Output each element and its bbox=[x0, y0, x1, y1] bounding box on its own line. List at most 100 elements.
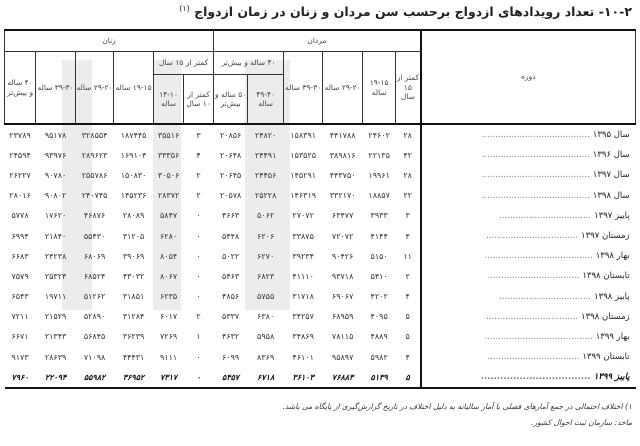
value-cell: ۲۴۴۵۶ bbox=[254, 170, 277, 180]
leader-dots: ........................................ bbox=[481, 170, 591, 181]
leader-dots: .................................. bbox=[486, 311, 579, 322]
period-cell: سال ۱۳۹۷................................… bbox=[419, 165, 636, 186]
value-cell: ۰ bbox=[196, 352, 201, 362]
value-cell: ۸۰۵۴ bbox=[159, 251, 178, 261]
header-men-30-39: ۳۹-۳۰ ساله bbox=[283, 51, 324, 125]
source-note: ماخذ: سازمان ثبت احوال کشور. bbox=[531, 418, 632, 427]
table-row: بهار ۱۳۹۸...............................… bbox=[5, 246, 636, 267]
value-cell: ۲۴۴۹۱ bbox=[254, 150, 277, 160]
period-cell: تابستان ۱۳۹۹............................… bbox=[419, 347, 636, 368]
value-cell: ۲۸۶۳۹ bbox=[44, 352, 67, 362]
value-cell: ۵۴۵۷ bbox=[222, 372, 240, 382]
value-cell: ۵۱۳۹ bbox=[370, 372, 388, 382]
header-women: زنان bbox=[3, 29, 215, 52]
value-cell: ۰ bbox=[196, 211, 201, 221]
period-cell: پاییز ۱۳۹۷..............................… bbox=[419, 205, 636, 226]
header-men-20-29: ۲۹-۲۰ ساله bbox=[322, 51, 364, 125]
table-row: تابستان ۱۳۹۸............................… bbox=[5, 266, 636, 287]
value-cell: ۲۷۰۷۲ bbox=[292, 211, 314, 221]
table-row: سال ۱۳۹۸................................… bbox=[5, 185, 636, 206]
period-label: پاییز ۱۳۹۷ bbox=[594, 210, 630, 221]
value-cell: ۷۲۶۹ bbox=[159, 332, 178, 342]
value-cell: ۷۲۱۱ bbox=[11, 312, 29, 322]
value-cell: ۳۹۳۳ bbox=[370, 211, 388, 221]
value-cell: ۵۲۸۹۰ bbox=[83, 312, 106, 322]
value-cell: ۵۴۱۰ bbox=[370, 271, 388, 281]
value-cell: ۲۰۵۷۸ bbox=[219, 191, 242, 201]
period-label: تابستان ۱۳۹۸ bbox=[582, 271, 630, 282]
period-label: سال ۱۳۹۵ bbox=[592, 130, 630, 141]
table-row: زمستان ۱۳۹۷.............................… bbox=[5, 225, 636, 247]
value-cell: ۲۱۵۲۹ bbox=[44, 312, 67, 322]
value-cell: ۶۸۰۶۹ bbox=[83, 251, 106, 261]
value-cell: ۹۱۷۳ bbox=[11, 352, 29, 362]
value-cell: ۲۱۳۴۳ bbox=[44, 332, 67, 342]
value-cell: ۵۳۳۷ bbox=[222, 312, 240, 322]
value-cell: ۷۶۸۸۳ bbox=[331, 372, 354, 382]
value-cell: ۵۸۴۷ bbox=[159, 211, 178, 221]
value-cell: ۱۹۹۶۱ bbox=[368, 170, 390, 180]
value-cell: ۴۸۸۹ bbox=[370, 332, 388, 342]
period-label: بهار ۱۳۹۸ bbox=[595, 251, 630, 262]
value-cell: ۴۴۳۷۵۰ bbox=[329, 170, 356, 180]
table-row: زمستان ۱۳۹۸.............................… bbox=[5, 306, 636, 327]
value-cell: ۳۱۷۱۸ bbox=[292, 292, 314, 302]
value-cell: ۲۴۰۷۴۵ bbox=[81, 191, 108, 201]
value-cell: ۷۵۷۹ bbox=[11, 271, 29, 281]
value-cell: ۱۴۵۲۳۶ bbox=[120, 191, 147, 201]
value-cell: ۳۶۹۵۲ bbox=[122, 372, 145, 382]
table-row: سال ۱۳۹۵................................… bbox=[5, 124, 636, 146]
period-label: زمستان ۱۳۹۸ bbox=[581, 311, 630, 322]
value-cell: ۳۱۲۸۴ bbox=[122, 312, 145, 322]
value-cell: ۶۲۳۵ bbox=[159, 292, 178, 302]
value-cell: ۲۴۶۰۲ bbox=[368, 130, 390, 140]
value-cell: ۶۰۹۹ bbox=[222, 352, 240, 362]
title-text: ۱۰-۲- تعداد رویدادهای ازدواج برحسب سن مر… bbox=[194, 4, 632, 20]
value-cell: ۷۳۱۷ bbox=[159, 372, 178, 382]
table-title: ۱۰-۲- تعداد رویدادهای ازدواج برحسب سن مر… bbox=[179, 4, 632, 19]
value-cell: ۸۳۶۹ bbox=[257, 352, 275, 362]
value-cell: ۹۳۹۷۶ bbox=[44, 150, 67, 160]
value-cell: ۹۳۷۱۸ bbox=[331, 271, 354, 281]
value-cell: ۴۴۴۳۱ bbox=[122, 352, 145, 362]
value-cell: ۵۰۶۲ bbox=[257, 211, 275, 221]
period-cell: بهار ۱۳۹۹...............................… bbox=[419, 326, 636, 348]
value-cell: ۳۳۸۷۵ bbox=[292, 231, 314, 241]
value-cell: ۲ bbox=[196, 170, 201, 180]
value-cell: ۶۸۹۵۹ bbox=[331, 312, 354, 322]
table-row: سال ۱۳۹۷................................… bbox=[5, 165, 636, 186]
value-cell: ۰ bbox=[196, 372, 201, 382]
period-cell: پاییز ۱۳۹۹..............................… bbox=[419, 367, 636, 389]
value-cell: ۵۰۲۲ bbox=[222, 251, 240, 261]
leader-dots: .................................. bbox=[487, 352, 580, 363]
title-footnote-marker: (۱) bbox=[179, 4, 190, 13]
value-cell: ۴۲ bbox=[403, 150, 412, 160]
value-cell: ۴۶۸۷۶ bbox=[83, 211, 106, 221]
value-cell: ۴۴۱۷۸۸ bbox=[329, 130, 356, 140]
value-cell: ۹۰۷۸۰ bbox=[44, 170, 67, 180]
value-cell: ۲۳۷۸۹ bbox=[9, 130, 31, 140]
header-men-40plus: ۴۰ ساله و بیش‌تر bbox=[213, 51, 285, 75]
value-cell: ۲۸۳۷۲ bbox=[157, 191, 180, 201]
table-row: پاییز ۱۳۹۹..............................… bbox=[5, 367, 636, 389]
value-cell: ۵۴۴۸ bbox=[222, 231, 240, 241]
value-cell: ۶۶۸۳ bbox=[11, 251, 29, 261]
leader-dots: .................................. bbox=[487, 271, 580, 282]
value-cell: ۶۲۷۰ bbox=[257, 251, 275, 261]
value-cell: ۷۱۰۹۸ bbox=[83, 352, 106, 362]
header-men-40-49: ۴۹-۴۰ ساله bbox=[247, 74, 285, 125]
value-cell: ۹۵۱۷۸ bbox=[44, 130, 67, 140]
value-cell: ۱۹۷۱۱ bbox=[44, 292, 67, 302]
value-cell: ۲۸ bbox=[403, 130, 412, 140]
header-men-lt15: کمتر از ۱۵ سال bbox=[395, 51, 422, 125]
value-cell: ۳۵۵۱۶ bbox=[157, 130, 180, 140]
value-cell: ۸۰۶۷ bbox=[159, 271, 178, 281]
header-women-10-14: ۱۴-۱۰ ساله bbox=[153, 74, 185, 125]
value-cell: ۲۵۲۲۸ bbox=[254, 191, 277, 201]
header-women-40plus: ۴۰ ساله و بیش‌تر bbox=[3, 51, 37, 125]
value-cell: ۲۶۲۲۷ bbox=[9, 170, 31, 180]
leader-dots: .................................. bbox=[486, 231, 579, 242]
value-cell: ۶۲۸۰ bbox=[159, 231, 178, 241]
header-women-20-29: ۲۹-۲۰ ساله bbox=[75, 51, 115, 125]
period-label: پاییز ۱۳۹۸ bbox=[594, 291, 630, 302]
